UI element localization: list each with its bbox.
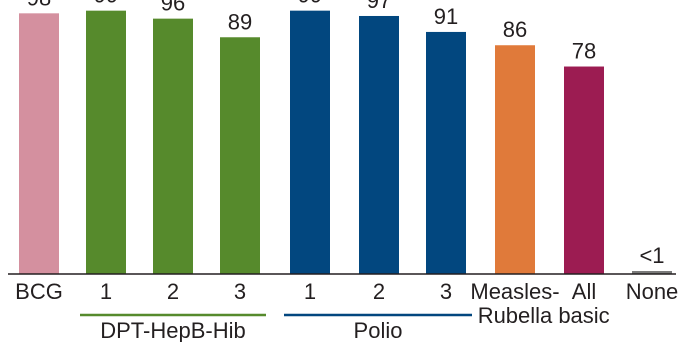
value-label-8: 78 — [572, 39, 596, 64]
category-label-5-0: 2 — [373, 279, 385, 304]
group-label-1: Polio — [354, 318, 403, 342]
category-label-6-0: 3 — [440, 279, 452, 304]
bar-2 — [153, 18, 193, 274]
category-label-0-0: BCG — [15, 279, 63, 304]
bar-3 — [220, 37, 260, 275]
bar-1 — [86, 10, 126, 274]
category-label-2-0: 2 — [167, 279, 179, 304]
group-label-0: DPT-HepB-Hib — [100, 318, 245, 342]
category-label-9-0: None — [626, 279, 679, 304]
value-label-6: 91 — [434, 4, 458, 29]
category-label-1-0: 1 — [100, 279, 112, 304]
bar-0 — [19, 13, 59, 274]
bar-7 — [495, 45, 535, 274]
value-label-9: <1 — [639, 243, 664, 268]
bar-5 — [359, 15, 399, 274]
value-label-4: 99 — [298, 0, 322, 8]
category-label-7-1: Rubella — [478, 303, 553, 328]
category-label-8-0: All — [572, 279, 596, 304]
bar-6 — [426, 31, 466, 274]
category-label-7-0: Measles- — [470, 279, 559, 304]
category-label-3-0: 3 — [234, 279, 246, 304]
value-label-0: 98 — [27, 0, 51, 10]
bar-8 — [564, 66, 604, 275]
bar-4 — [290, 10, 330, 274]
category-label-4-0: 1 — [304, 279, 316, 304]
value-label-7: 86 — [503, 17, 527, 42]
category-label-8-1: basic — [558, 303, 609, 328]
value-label-2: 96 — [161, 0, 185, 16]
value-label-3: 89 — [228, 9, 252, 34]
bar-9 — [632, 271, 672, 274]
value-label-1: 99 — [94, 0, 118, 8]
value-label-5: 97 — [367, 0, 391, 13]
